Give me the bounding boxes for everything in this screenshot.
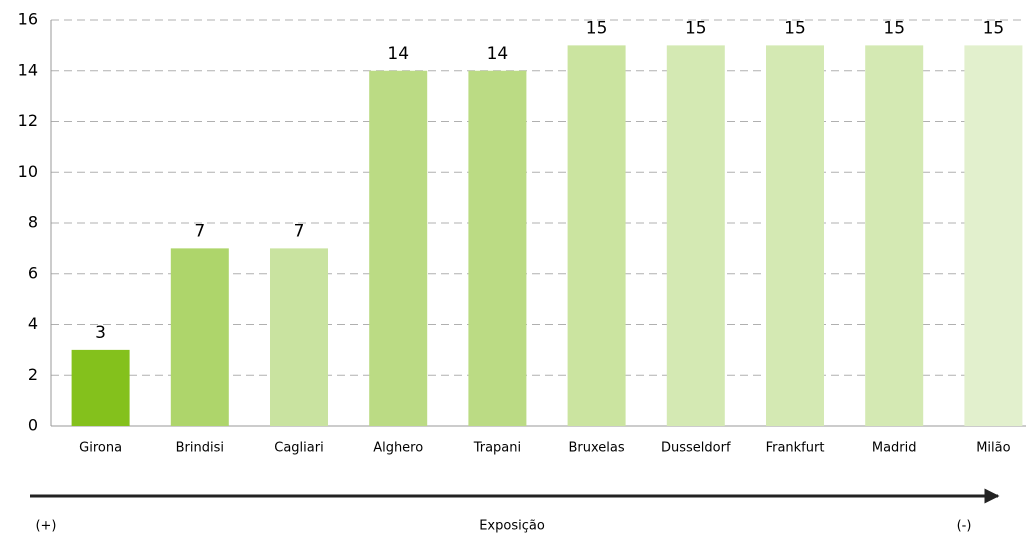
data-label: 15	[784, 18, 806, 38]
y-tick-label: 8	[28, 213, 38, 232]
data-label: 15	[685, 18, 707, 38]
x-tick-label: Girona	[79, 441, 122, 456]
data-label: 3	[95, 323, 106, 343]
bar	[270, 248, 328, 426]
x-tick-label: Cagliari	[274, 441, 323, 456]
arrow-label: Exposição	[479, 519, 545, 534]
bar	[468, 70, 527, 426]
x-tick-label: Trapani	[473, 441, 521, 456]
arrow-end-label: (-)	[957, 519, 972, 534]
bar	[567, 45, 626, 426]
x-tick-label: Frankfurt	[766, 441, 825, 456]
x-tick-label: Alghero	[373, 441, 423, 456]
bar	[369, 70, 428, 426]
data-label: 14	[387, 44, 409, 64]
data-label: 14	[487, 44, 509, 64]
bar	[964, 45, 1023, 426]
data-label: 15	[983, 18, 1005, 38]
bar	[666, 45, 725, 426]
bar	[865, 45, 924, 426]
data-label: 7	[294, 221, 305, 241]
data-label: 15	[586, 18, 608, 38]
data-label: 7	[194, 221, 205, 241]
bar	[766, 45, 824, 426]
arrow-start-label: (+)	[35, 519, 56, 534]
x-tick-label: Brindisi	[176, 441, 224, 456]
y-tick-label: 2	[28, 365, 38, 384]
y-tick-label: 0	[28, 416, 38, 435]
y-tick-label: 4	[28, 314, 38, 333]
y-tick-label: 10	[18, 162, 38, 181]
y-tick-label: 12	[18, 111, 38, 130]
x-tick-label: Dusseldorf	[661, 441, 731, 456]
bar	[71, 349, 130, 426]
bar	[170, 248, 229, 426]
y-tick-label: 16	[18, 10, 38, 29]
y-tick-label: 14	[18, 60, 38, 79]
x-tick-label: Bruxelas	[569, 441, 625, 456]
y-tick-label: 6	[28, 263, 38, 282]
x-tick-label: Madrid	[872, 441, 917, 456]
data-label: 15	[883, 18, 905, 38]
x-tick-label: Milão	[976, 441, 1010, 456]
